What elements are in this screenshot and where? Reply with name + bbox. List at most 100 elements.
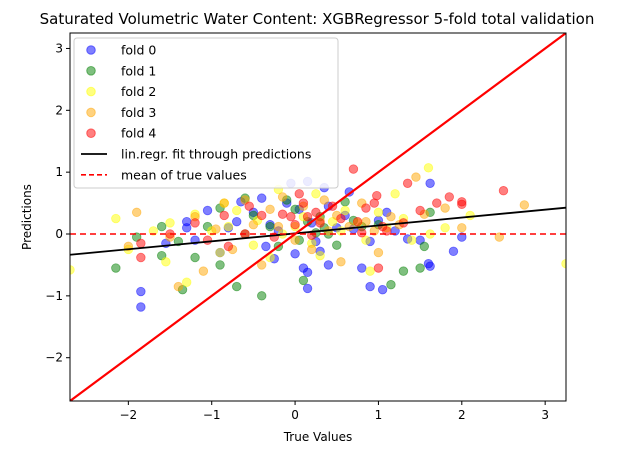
point-fold-2 xyxy=(311,189,321,199)
point-fold-4 xyxy=(415,205,425,216)
point-fold-3 xyxy=(211,224,221,234)
point-fold-3 xyxy=(173,281,184,292)
point-fold-2 xyxy=(365,266,375,276)
point-fold-2 xyxy=(70,265,75,275)
point-fold-4 xyxy=(382,226,392,236)
point-fold-1 xyxy=(298,275,309,286)
point-fold-2 xyxy=(373,207,384,218)
point-fold-2 xyxy=(315,250,325,261)
point-fold-4 xyxy=(432,198,442,208)
point-fold-3 xyxy=(198,266,209,276)
point-fold-0 xyxy=(302,267,313,278)
point-fold-4 xyxy=(219,210,229,221)
point-fold-2 xyxy=(561,258,566,269)
point-fold-2 xyxy=(361,235,371,245)
y-tick-label: 3 xyxy=(55,41,63,55)
point-fold-0 xyxy=(257,193,267,203)
point-fold-4 xyxy=(498,186,509,196)
y-axis: −2 −1 0 1 2 3 xyxy=(45,41,70,365)
point-fold-0 xyxy=(425,261,435,271)
point-fold-2 xyxy=(465,210,475,221)
point-fold-4 xyxy=(202,235,213,245)
point-fold-3 xyxy=(219,198,229,208)
legend-label-fold-4: fold 4 xyxy=(121,126,156,141)
point-fold-0 xyxy=(323,260,334,270)
legend-label-fold-1: fold 1 xyxy=(121,63,156,78)
point-fold-0 xyxy=(365,281,375,292)
point-fold-0 xyxy=(290,249,300,259)
point-fold-3 xyxy=(336,257,346,267)
point-fold-4 xyxy=(223,241,234,252)
point-fold-2 xyxy=(148,226,159,236)
point-fold-4 xyxy=(136,238,146,248)
point-fold-3 xyxy=(319,195,329,205)
chart-title: Saturated Volumetric Water Content: XGBR… xyxy=(40,10,595,28)
point-fold-0 xyxy=(425,178,435,188)
point-fold-0 xyxy=(261,241,271,252)
point-fold-4 xyxy=(352,216,363,227)
point-fold-3 xyxy=(265,204,275,214)
point-fold-4 xyxy=(402,178,413,188)
point-fold-3 xyxy=(411,172,421,182)
x-tick-label: −1 xyxy=(203,408,221,422)
point-fold-4 xyxy=(361,203,371,213)
point-fold-2 xyxy=(165,218,175,228)
legend-label-fold-2: fold 2 xyxy=(121,84,156,99)
point-fold-3 xyxy=(494,232,505,242)
point-fold-0 xyxy=(377,284,388,295)
point-fold-3 xyxy=(386,211,396,222)
point-fold-2 xyxy=(223,221,234,232)
point-fold-1 xyxy=(232,281,242,292)
point-fold-4 xyxy=(311,207,321,218)
point-fold-2 xyxy=(161,257,171,267)
point-fold-2 xyxy=(390,189,400,199)
x-tick-label: 2 xyxy=(458,408,466,422)
legend-marker-fold-1 xyxy=(86,66,96,76)
point-fold-3 xyxy=(277,192,288,202)
point-fold-1 xyxy=(215,260,225,270)
point-fold-4 xyxy=(257,210,267,221)
identity-line xyxy=(70,33,566,401)
y-tick-label: −1 xyxy=(45,289,63,303)
y-axis-label: Predictions xyxy=(20,184,34,250)
point-fold-3 xyxy=(344,221,354,232)
point-fold-2 xyxy=(182,277,192,287)
legend-label-mean: mean of true values xyxy=(121,167,247,182)
point-fold-1 xyxy=(156,221,167,232)
point-fold-1 xyxy=(290,204,300,214)
point-fold-4 xyxy=(286,211,296,222)
point-fold-3 xyxy=(273,221,284,232)
legend-label-fold-0: fold 0 xyxy=(121,43,156,58)
point-fold-4 xyxy=(348,164,359,174)
y-tick-label: 2 xyxy=(55,103,63,117)
point-fold-3 xyxy=(373,247,384,258)
point-fold-4 xyxy=(294,189,304,199)
point-fold-4 xyxy=(357,228,367,238)
point-fold-1 xyxy=(111,263,121,273)
point-fold-4 xyxy=(298,198,309,208)
point-fold-4 xyxy=(190,218,200,228)
y-tick-label: 0 xyxy=(55,227,63,241)
point-fold-2 xyxy=(215,247,225,258)
point-fold-1 xyxy=(419,241,429,252)
legend-label-fit: lin.regr. fit through predictions xyxy=(121,147,311,162)
legend-marker-fold-4 xyxy=(86,128,96,138)
point-fold-1 xyxy=(190,252,200,263)
point-fold-0 xyxy=(202,205,213,216)
point-fold-4 xyxy=(373,263,384,273)
y-tick-label: 1 xyxy=(55,165,63,179)
x-tick-label: 3 xyxy=(541,408,549,422)
point-fold-3 xyxy=(248,220,259,230)
point-fold-0 xyxy=(136,286,146,297)
point-fold-1 xyxy=(265,221,275,232)
point-fold-0 xyxy=(357,263,367,273)
legend: fold 0 fold 1 fold 2 fold 3 fold 4 lin.regr. … xyxy=(73,37,339,189)
point-fold-0 xyxy=(136,302,146,312)
legend-marker-fold-3 xyxy=(86,107,96,118)
point-fold-1 xyxy=(398,266,409,276)
point-fold-2 xyxy=(248,240,259,250)
point-fold-3 xyxy=(519,200,530,210)
point-fold-4 xyxy=(457,197,467,207)
legend-label-fold-3: fold 3 xyxy=(121,105,156,120)
